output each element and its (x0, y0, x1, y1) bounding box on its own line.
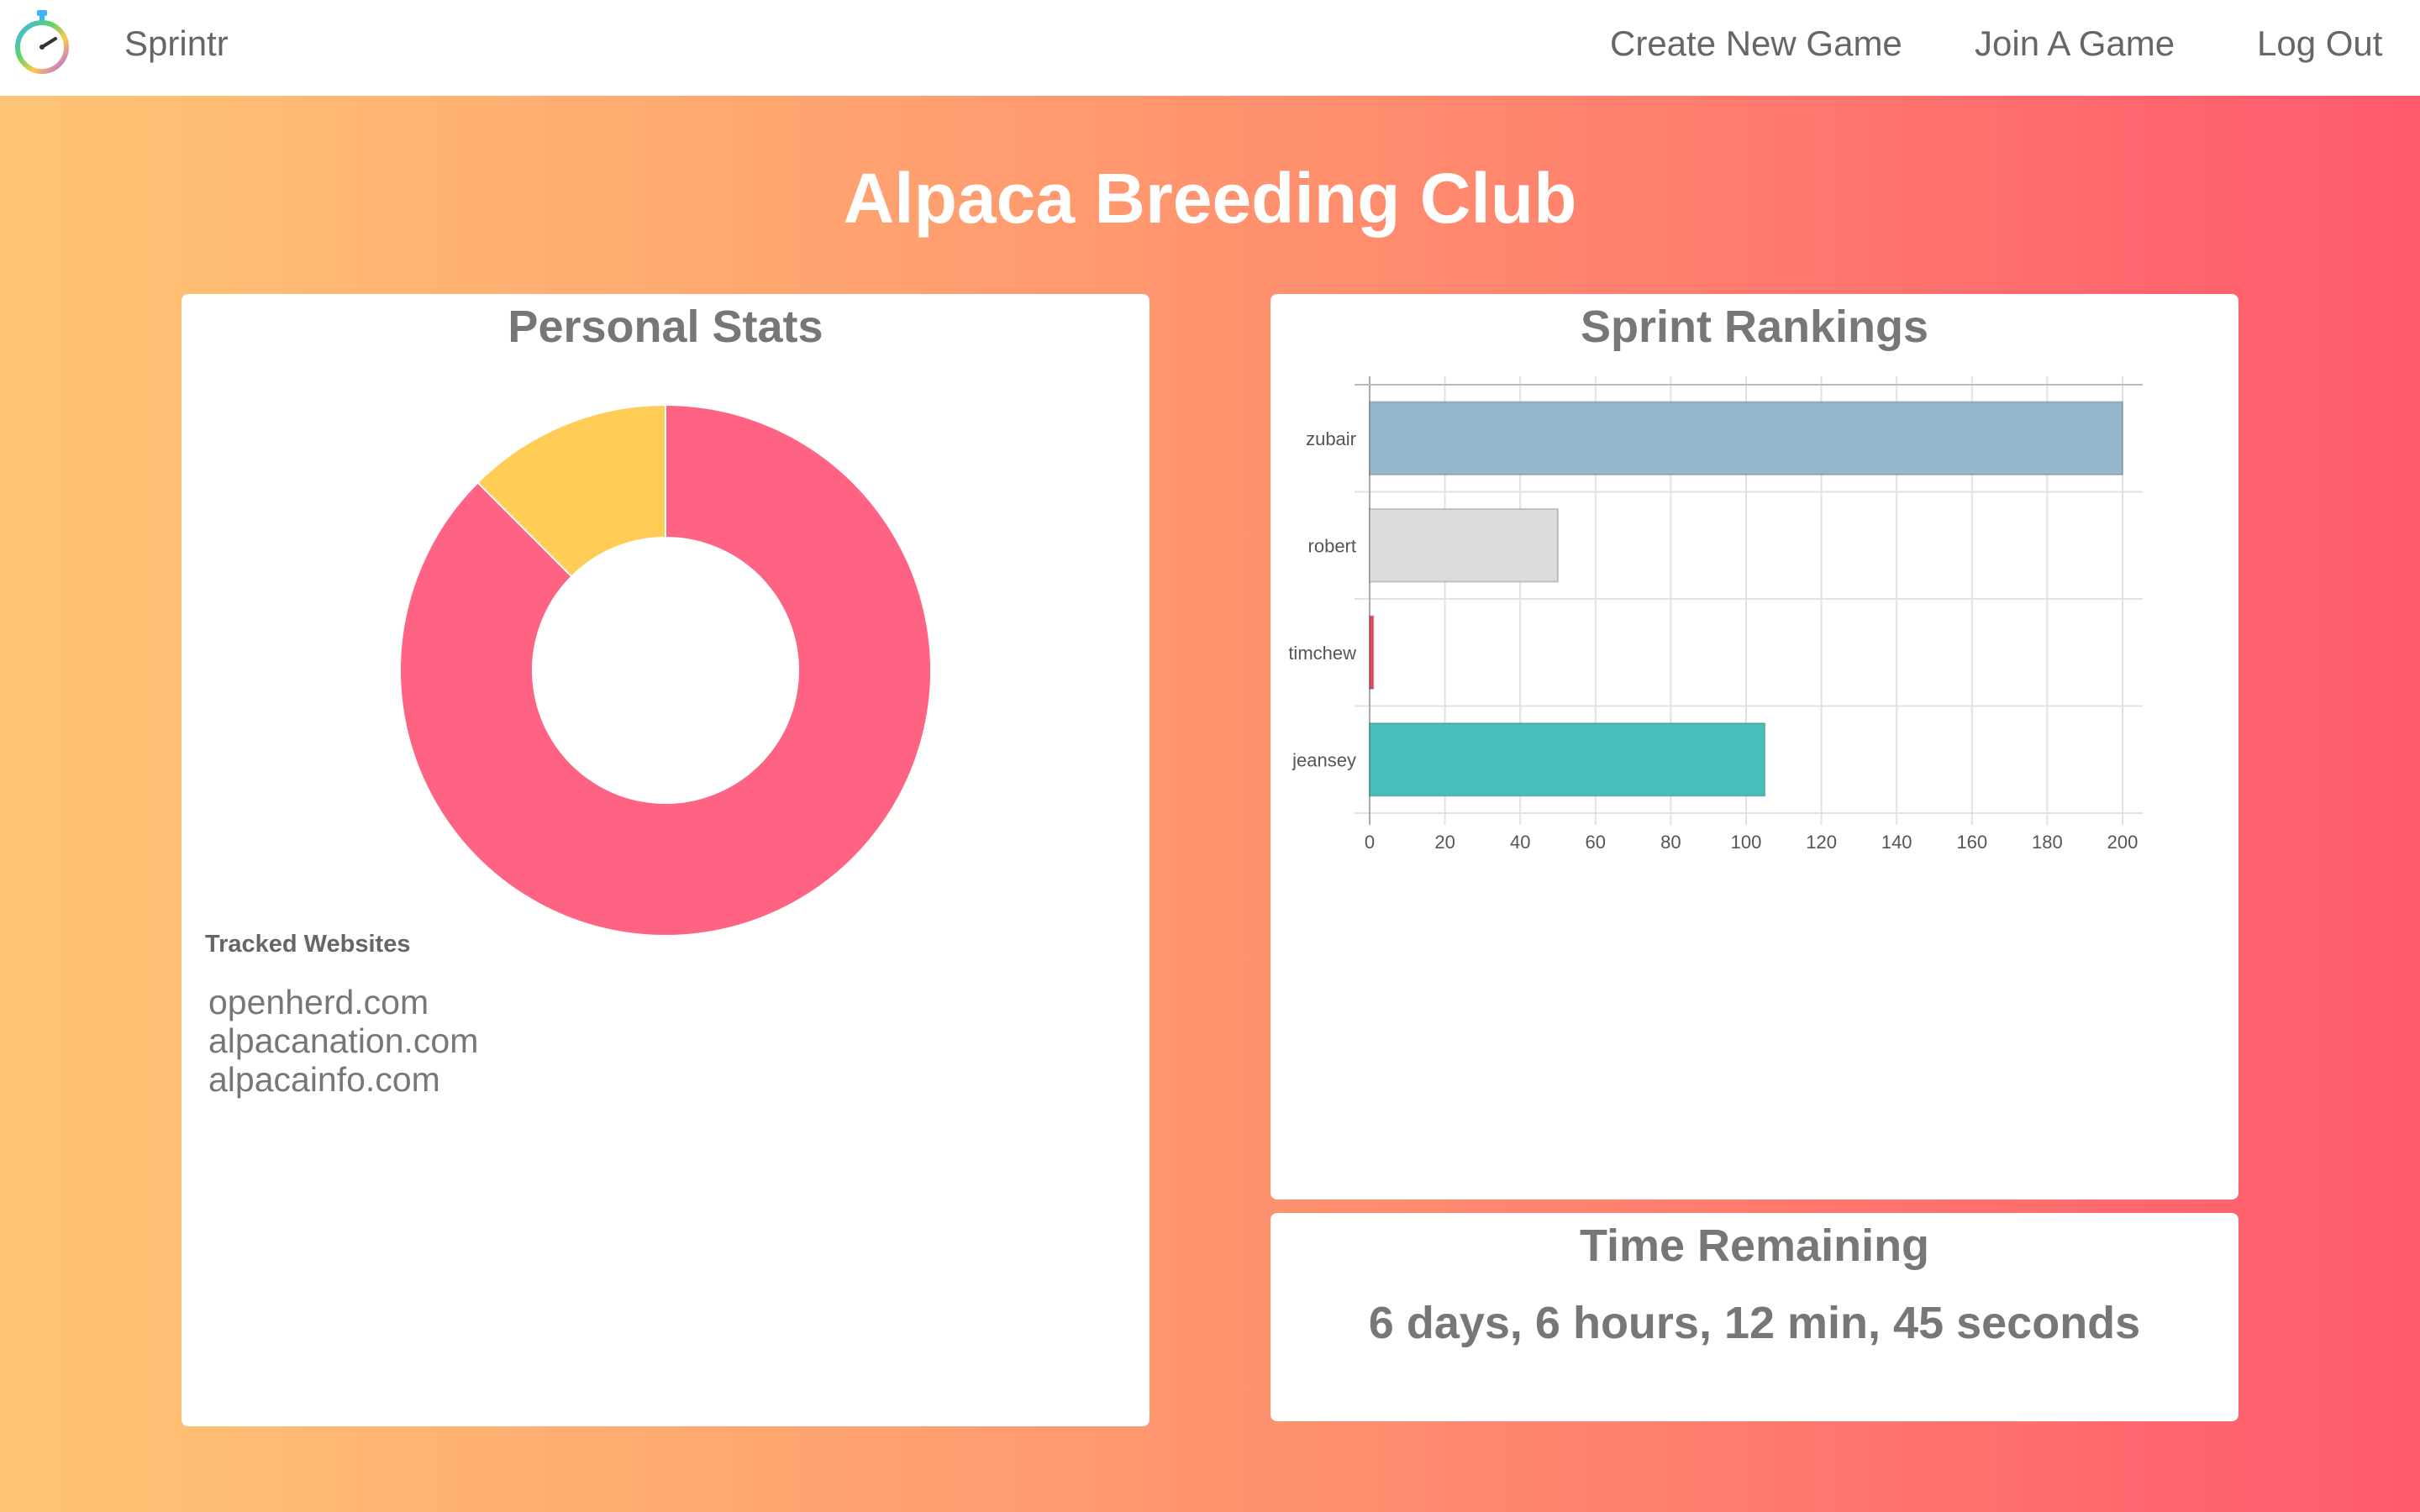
y-category-label: zubair (1306, 428, 1356, 449)
doughnut-slice[interactable] (399, 403, 932, 937)
sprint-rankings-card: Sprint Rankings 0 20 40 60 80 100 120 140 160 180… (1270, 294, 2238, 1200)
x-tick-label: 0 (1365, 832, 1375, 853)
bar-zubair[interactable] (1369, 401, 2123, 476)
tracked-website-item[interactable]: alpacanation.com (208, 1021, 479, 1060)
y-category-label: timchew (1288, 643, 1356, 664)
page-title: Alpaca Breeding Club (843, 159, 1577, 238)
x-tick-label: 120 (1806, 832, 1837, 853)
y-category-label: robert (1308, 535, 1356, 556)
tracked-websites-list: openherd.com alpacanation.com alpacainfo… (208, 983, 478, 1099)
personal-stats-title: Personal Stats (508, 302, 823, 352)
bar-timchew[interactable] (1369, 615, 1375, 690)
time-remaining-value: 6 days, 6 hours, 12 min, 45 seconds (1368, 1298, 2141, 1348)
brand-link[interactable]: Sprintr (124, 24, 229, 63)
doughnut-slice[interactable] (476, 403, 666, 578)
bar-jeansey[interactable] (1369, 722, 1766, 797)
bar-robert[interactable] (1369, 507, 1559, 583)
x-tick-label: 160 (1956, 832, 1987, 853)
x-tick-label: 60 (1586, 832, 1606, 853)
x-tick-label: 40 (1510, 832, 1530, 853)
time-remaining-title: Time Remaining (1579, 1221, 1930, 1271)
nav-create-game[interactable]: Create New Game (1610, 24, 1902, 63)
nav-logout[interactable]: Log Out (2257, 24, 2383, 63)
x-tick-label: 200 (2107, 832, 2139, 853)
personal-stats-card: Personal Stats Tracked Websites openherd… (182, 294, 1150, 1426)
y-category-label: jeansey (1292, 749, 1356, 770)
doughnut-chart (399, 403, 932, 937)
x-tick-label: 100 (1731, 832, 1762, 853)
time-remaining-card: Time Remaining 6 days, 6 hours, 12 min, … (1270, 1213, 2238, 1421)
navbar: Sprintr Create New Game Join A Game Log … (0, 0, 2420, 96)
stopwatch-icon[interactable] (12, 8, 72, 77)
x-tick-label: 180 (2032, 832, 2063, 853)
tracked-websites-label: Tracked Websites (205, 931, 411, 958)
sprint-rankings-title: Sprint Rankings (1580, 302, 1929, 352)
tracked-website-item[interactable]: alpacainfo.com (208, 1060, 440, 1099)
x-tick-label: 20 (1434, 832, 1455, 853)
tracked-website-item[interactable]: openherd.com (208, 983, 429, 1021)
x-tick-label: 80 (1660, 832, 1681, 853)
rankings-bar-chart: 0 20 40 60 80 100 120 140 160 180 200 zubair robert t… (1288, 376, 2143, 853)
nav-join-game[interactable]: Join A Game (1975, 24, 2175, 63)
x-tick-label: 140 (1881, 832, 1912, 853)
